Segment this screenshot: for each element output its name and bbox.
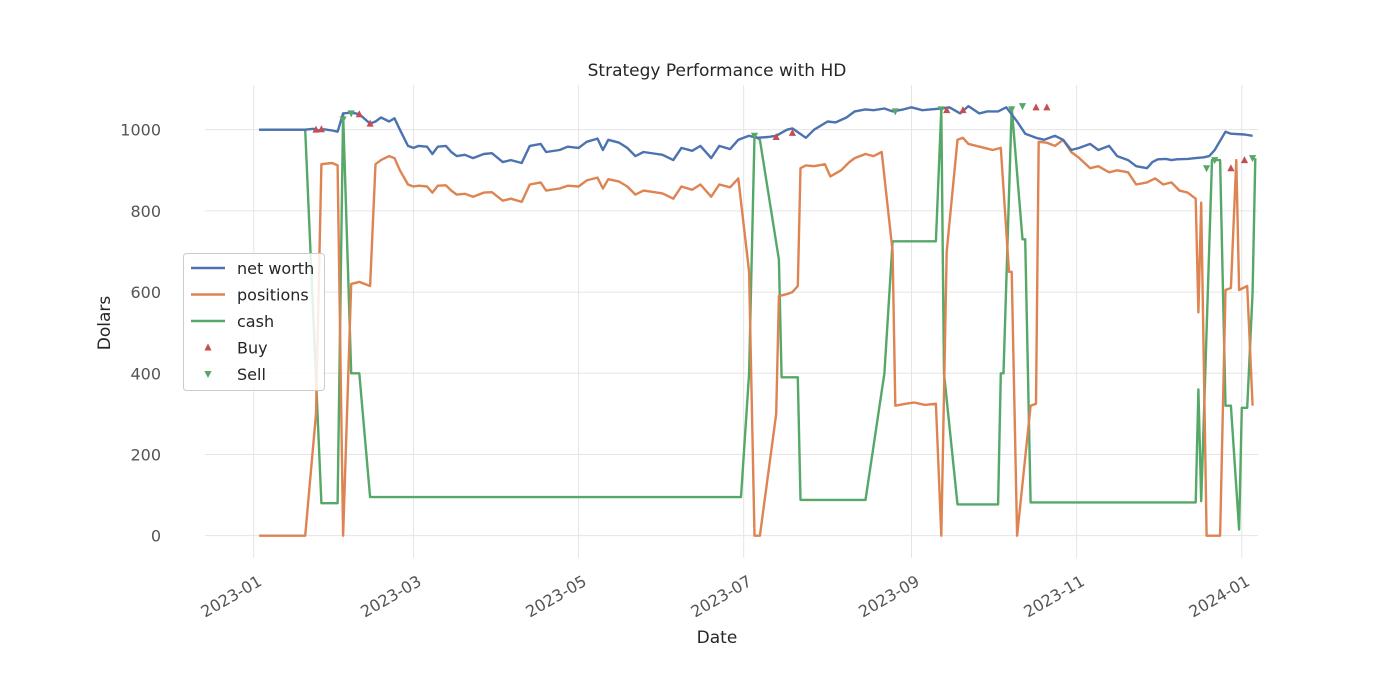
series-lines (259, 104, 1257, 537)
buy-marker (959, 106, 967, 114)
sell-marker (750, 132, 759, 140)
y-tick-label: 400 (130, 364, 161, 383)
sell-marker (1248, 155, 1257, 163)
sell-marker (891, 108, 899, 116)
series-line-net-worth (259, 104, 1253, 170)
trade-markers (312, 103, 1257, 173)
grid-lines (205, 85, 1258, 558)
x-tick-label: 2023-05 (522, 571, 589, 621)
x-tick-label: 2024-01 (1186, 571, 1253, 621)
legend-label: Buy (237, 339, 268, 358)
buy-marker (772, 132, 780, 140)
series-line-positions (259, 136, 1254, 537)
buy-marker (1227, 164, 1235, 172)
buy-marker (788, 128, 797, 136)
chart-title: Strategy Performance with HD (588, 61, 847, 81)
x-tick-label: 2023-07 (687, 571, 754, 621)
x-tick-label: 2023-03 (357, 571, 424, 621)
legend: net worth positions cash Buy Sell (183, 253, 325, 391)
legend-box (183, 253, 325, 391)
legend-label: Sell (237, 365, 266, 384)
buy-marker (1240, 156, 1249, 164)
sell-marker (937, 106, 945, 114)
y-axis-label: Dolars (95, 296, 115, 351)
sell-marker (1202, 165, 1211, 173)
sell-marker (339, 116, 347, 124)
buy-marker (1043, 103, 1051, 111)
buy-marker (312, 125, 320, 133)
buy-marker (1032, 103, 1040, 111)
legend-label: positions (237, 286, 309, 305)
y-tick-label: 200 (130, 445, 161, 464)
sell-marker (347, 110, 355, 118)
y-tick-label: 0 (151, 527, 161, 546)
x-tick-label: 2023-09 (855, 571, 922, 621)
sell-marker (1211, 157, 1219, 165)
buy-marker (317, 125, 325, 133)
x-tick-label: 2023-01 (198, 571, 265, 621)
legend-sell-marker (204, 371, 212, 378)
y-tick-label: 600 (130, 283, 161, 302)
y-tick-label: 800 (130, 202, 161, 221)
buy-marker (366, 119, 374, 127)
sell-marker (1018, 103, 1027, 111)
legend-label: net worth (237, 259, 314, 278)
x-axis-label: Date (697, 628, 738, 648)
buy-marker (355, 110, 363, 118)
sell-marker (1008, 106, 1016, 114)
y-tick-label: 1000 (120, 121, 161, 140)
buy-marker (943, 106, 951, 114)
legend-buy-marker (204, 343, 212, 351)
legend-label: cash (237, 312, 274, 331)
x-tick-label: 2023-11 (1020, 571, 1087, 621)
